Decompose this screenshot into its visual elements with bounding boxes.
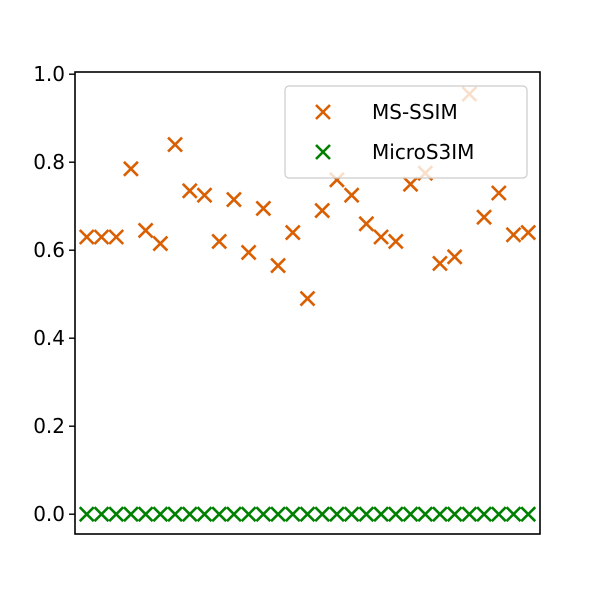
data-point — [387, 506, 404, 523]
legend-label: MicroS3IM — [372, 140, 474, 164]
data-point — [402, 176, 419, 193]
data-point — [284, 506, 301, 523]
data-point — [373, 229, 389, 245]
data-point — [284, 224, 301, 241]
legend-marker — [315, 104, 331, 120]
data-point — [358, 215, 375, 232]
y-tick-label: 0.0 — [33, 502, 65, 526]
data-point — [122, 506, 139, 523]
data-point — [476, 209, 493, 226]
series-1 — [78, 506, 537, 523]
data-point — [343, 506, 360, 523]
data-point — [446, 506, 463, 523]
legend: MS-SSIM MicroS3IM — [284, 85, 528, 179]
legend-label: MS-SSIM — [372, 100, 458, 124]
data-point — [490, 185, 507, 201]
data-point — [432, 506, 448, 523]
data-point — [211, 233, 228, 250]
data-point — [432, 255, 448, 272]
data-point — [358, 506, 375, 523]
data-point — [122, 160, 139, 177]
legend-marker — [315, 144, 331, 160]
data-point — [240, 244, 257, 261]
data-point — [255, 506, 272, 523]
plot-area-frame — [74, 71, 541, 535]
data-point — [137, 506, 154, 523]
y-axis: 0.0 0.2 0.4 0.6 0.8 1.0 — [33, 62, 75, 526]
data-point — [343, 187, 360, 204]
data-point — [181, 182, 198, 199]
data-point — [226, 191, 242, 208]
data-point — [181, 506, 198, 523]
data-point — [402, 506, 419, 523]
data-point — [270, 257, 286, 274]
data-point — [211, 506, 228, 523]
y-tick-label: 0.2 — [33, 414, 65, 438]
legend-entry: MicroS3IM — [315, 140, 474, 164]
series-layer — [78, 86, 537, 523]
data-point — [417, 506, 434, 523]
data-point — [505, 506, 522, 523]
data-point — [373, 506, 389, 523]
y-tick-label: 0.8 — [33, 150, 65, 174]
data-point — [78, 506, 95, 523]
legend-entries: MS-SSIM MicroS3IM — [315, 100, 474, 164]
data-point — [196, 187, 213, 204]
data-point — [93, 229, 110, 245]
data-point — [108, 506, 125, 523]
data-point — [461, 506, 478, 523]
data-point — [329, 506, 345, 523]
legend-entry: MS-SSIM — [315, 100, 458, 124]
data-point — [520, 224, 537, 241]
data-point — [505, 226, 522, 243]
data-point — [167, 506, 183, 523]
data-point — [108, 229, 125, 245]
data-point — [446, 248, 463, 265]
data-point — [270, 506, 286, 523]
data-point — [490, 506, 507, 523]
data-point — [299, 506, 316, 523]
data-point — [387, 233, 404, 250]
data-point — [137, 222, 154, 239]
data-point — [240, 506, 257, 523]
data-point — [226, 506, 242, 523]
data-point — [314, 202, 331, 219]
data-point — [299, 290, 316, 307]
data-point — [196, 506, 213, 523]
y-tick-label: 1.0 — [33, 62, 65, 86]
data-point — [78, 229, 95, 245]
data-point — [314, 506, 331, 523]
data-point — [167, 136, 183, 153]
data-point — [520, 506, 537, 523]
data-point — [152, 506, 169, 523]
data-point — [255, 200, 272, 217]
legend-frame — [284, 85, 528, 179]
data-point — [476, 506, 493, 523]
data-point — [93, 506, 110, 523]
y-tick-label: 0.6 — [33, 238, 65, 262]
y-tick-label: 0.4 — [33, 326, 65, 350]
data-point — [152, 235, 169, 252]
